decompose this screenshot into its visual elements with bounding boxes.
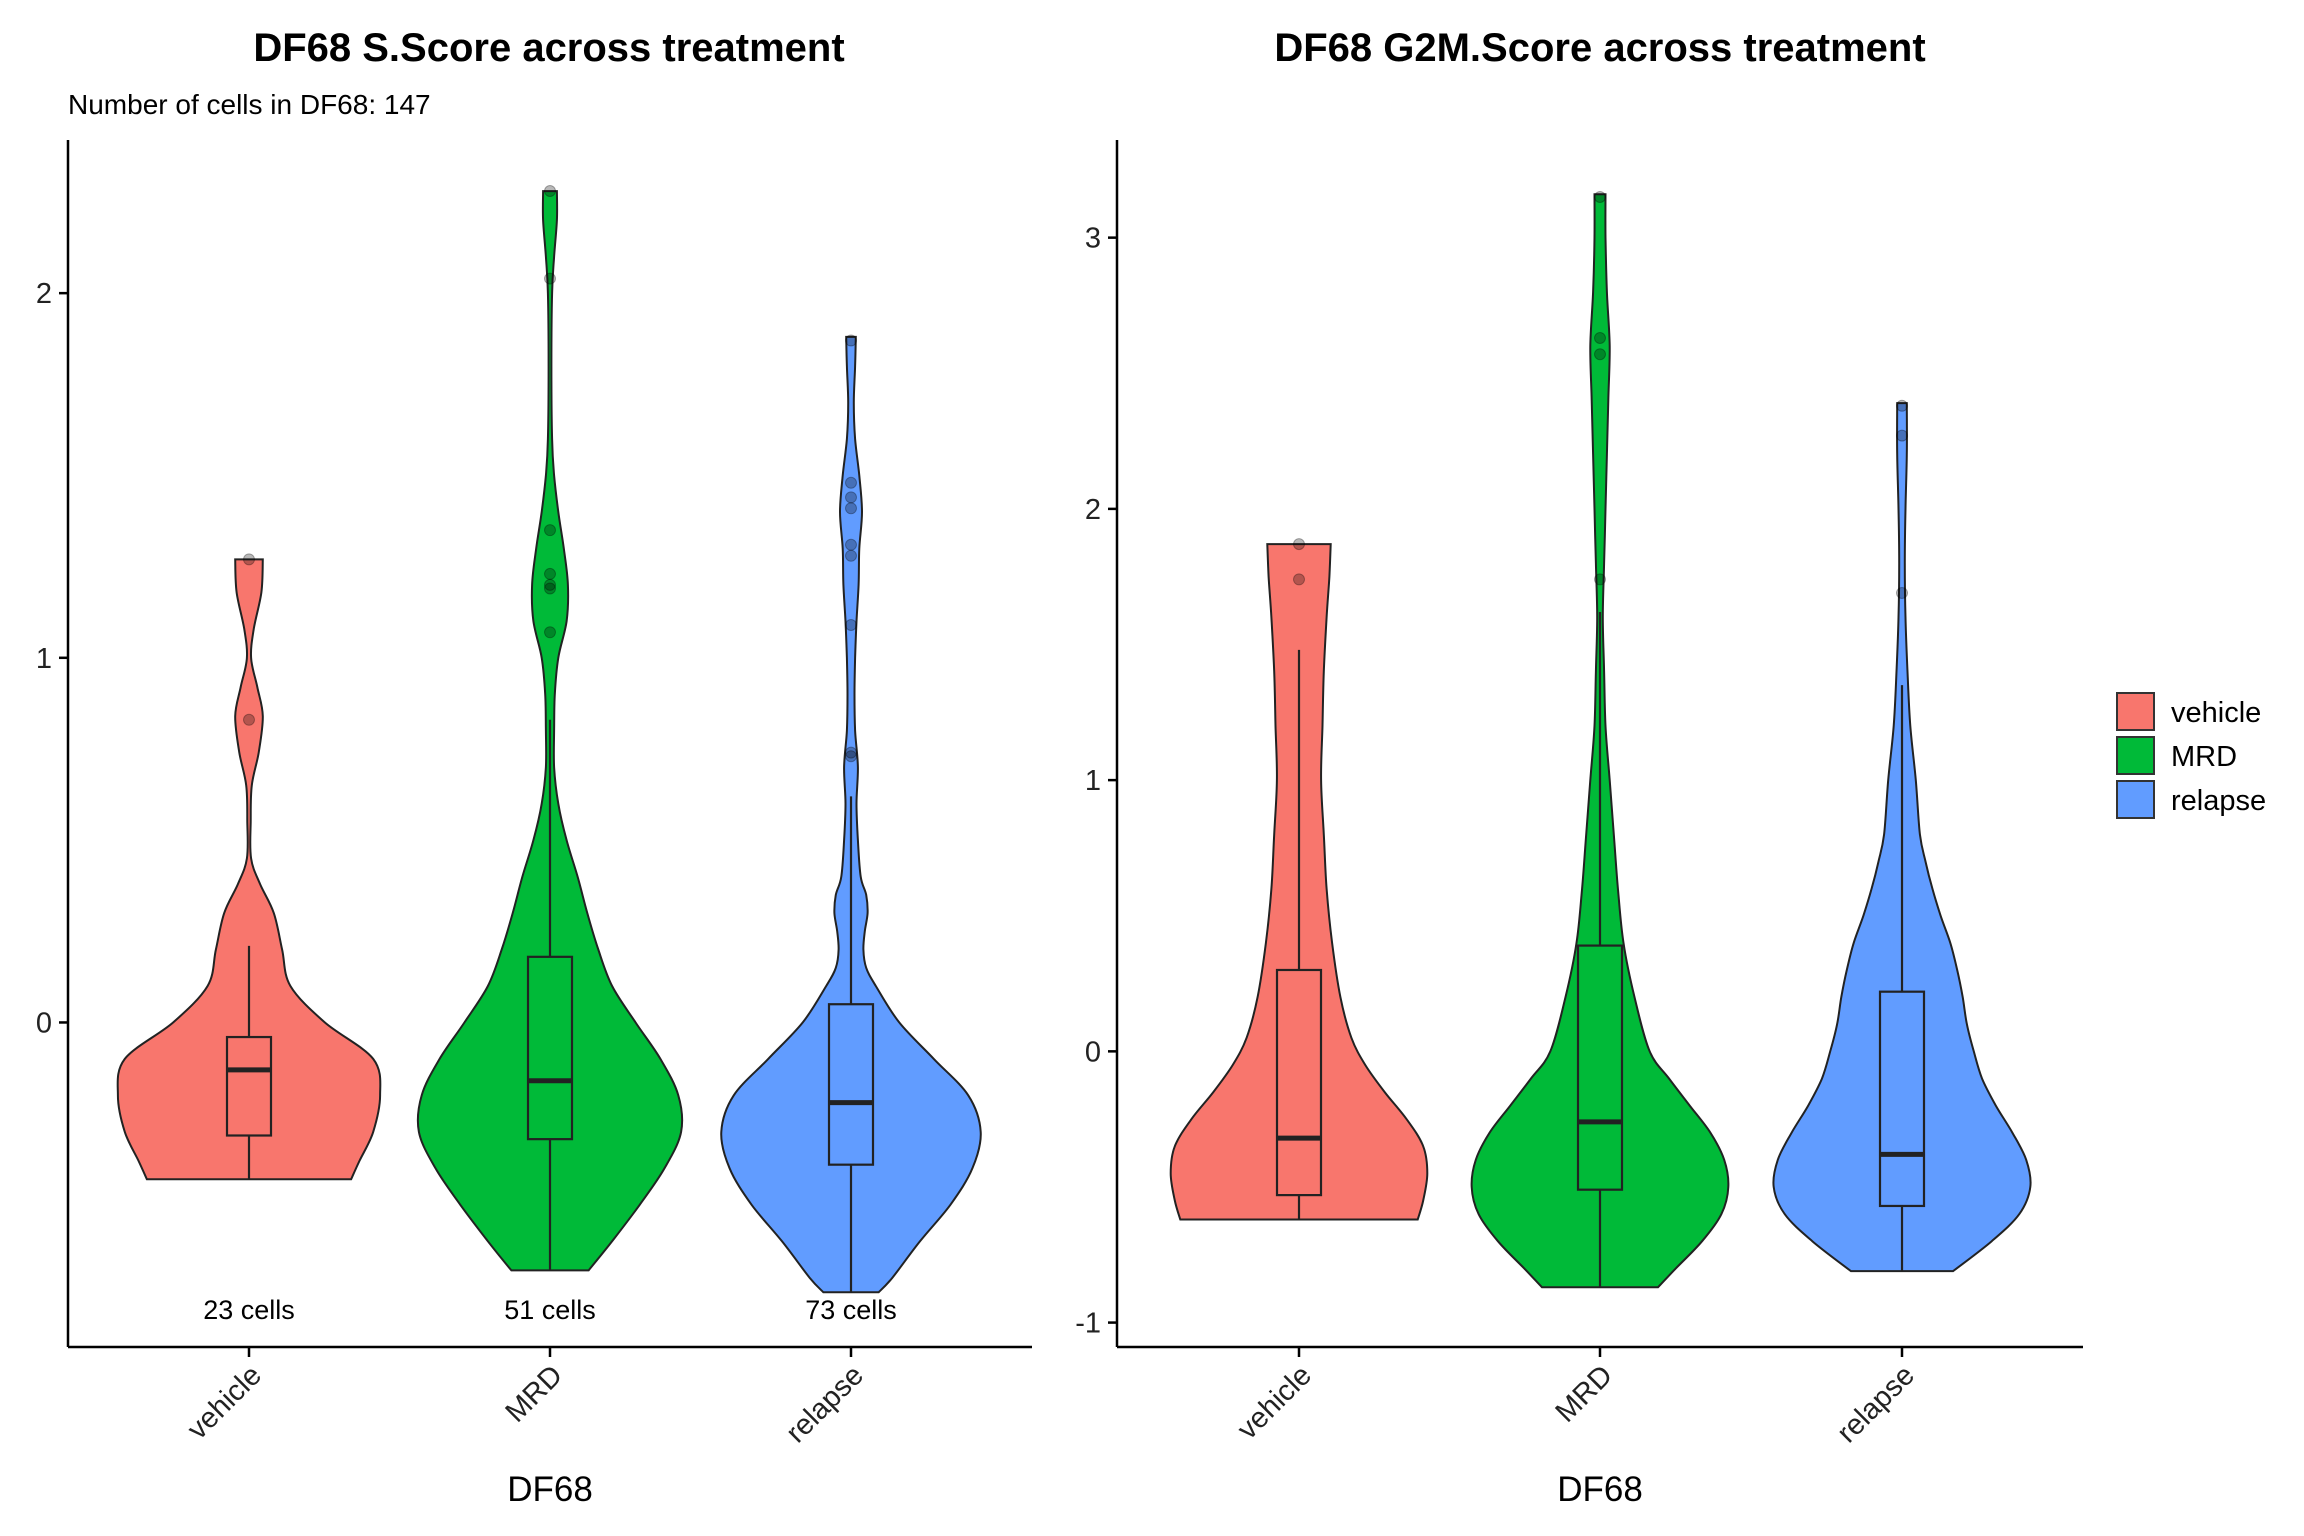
s-score-x-tick-label-vehicle: vehicle (181, 1359, 267, 1445)
s-score-point-vehicle (243, 553, 255, 566)
g2m-score-y-tick-label: -1 (1075, 1308, 1101, 1340)
s-score-panel: DF68 S.Score across treatment Number of … (36, 26, 1032, 1509)
g2m-score-box-vehicle (1275, 968, 1323, 1197)
g2m-score-plot-area: -1 0 1 2 3 vehicle MRD relapse (1075, 140, 2083, 1449)
s-score-box-relapse (827, 1003, 875, 1166)
legend: vehicle MRD relapse (2116, 692, 2266, 819)
g2m-score-point-vehicle (1293, 573, 1305, 586)
s-score-point-mrd (544, 582, 556, 595)
g2m-score-y-tick-label: 2 (1085, 494, 1101, 526)
s-score-point-relapse (845, 538, 857, 551)
s-score-x-tick-label-mrd: MRD (500, 1359, 569, 1428)
g2m-score-point-relapse (1896, 399, 1908, 412)
s-score-point-relapse (845, 549, 857, 562)
g2m-score-point-relapse (1896, 586, 1908, 599)
g2m-score-box-mrd (1576, 944, 1624, 1191)
s-score-title: DF68 S.Score across treatment (253, 26, 844, 70)
g2m-score-title: DF68 G2M.Score across treatment (1274, 26, 1925, 70)
s-score-point-mrd (544, 578, 556, 591)
s-score-plot-area: 0 1 2 vehicle 23 cells MRD 51 cells relapse 73 c… (36, 140, 1032, 1449)
s-score-y-tick-label: 0 (36, 1007, 52, 1039)
g2m-score-point-relapse (1896, 429, 1908, 442)
g2m-score-y-tick-label: 3 (1085, 223, 1101, 255)
s-score-point-mrd (544, 567, 556, 580)
g2m-score-y-tick-label: 0 (1085, 1036, 1101, 1068)
legend-key-vehicle (2116, 692, 2155, 731)
s-score-y-tick-label: 2 (36, 278, 52, 310)
s-score-point-relapse (845, 502, 857, 515)
s-score-point-relapse (845, 750, 857, 763)
s-score-x-tick-label-relapse: relapse (780, 1359, 870, 1449)
g2m-score-point-mrd (1594, 573, 1606, 586)
s-score-point-relapse (845, 618, 857, 631)
legend-label-mrd: MRD (2171, 741, 2237, 773)
g2m-score-y-tick-label: 1 (1085, 765, 1101, 797)
legend-key-relapse (2116, 780, 2155, 819)
g2m-score-x-tick-label-mrd: MRD (1550, 1359, 1619, 1428)
s-score-count-label-vehicle: 23 cells (203, 1295, 295, 1325)
g2m-score-point-mrd (1594, 332, 1606, 345)
s-score-point-mrd (544, 524, 556, 537)
s-score-point-relapse (845, 491, 857, 504)
s-score-box-vehicle (225, 1035, 273, 1137)
s-score-point-mrd (544, 272, 556, 285)
legend-label-relapse: relapse (2171, 785, 2266, 817)
g2m-score-point-mrd (1594, 190, 1606, 203)
legend-label-vehicle: vehicle (2171, 697, 2261, 729)
s-score-point-relapse (845, 746, 857, 759)
s-score-count-label-mrd: 51 cells (504, 1295, 596, 1325)
s-score-point-mrd (544, 626, 556, 639)
s-score-count-label-relapse: 73 cells (805, 1295, 897, 1325)
s-score-violin-vehicle (116, 558, 382, 1181)
s-score-point-relapse (845, 334, 857, 347)
s-score-point-vehicle (243, 713, 255, 726)
s-score-point-relapse (845, 476, 857, 489)
s-score-subtitle: Number of cells in DF68: 147 (68, 89, 431, 120)
g2m-score-x-axis-title: DF68 (1557, 1470, 1643, 1509)
s-score-point-mrd (544, 185, 556, 198)
legend-key-mrd (2116, 736, 2155, 775)
g2m-score-point-vehicle (1293, 538, 1305, 551)
s-score-y-tick-label: 1 (36, 643, 52, 675)
g2m-score-x-tick-label-vehicle: vehicle (1231, 1359, 1317, 1445)
g2m-score-panel: DF68 G2M.Score across treatment -1 0 1 2 3 ve… (1075, 26, 2083, 1509)
s-score-x-axis-title: DF68 (507, 1470, 593, 1509)
g2m-score-box-relapse (1878, 990, 1926, 1208)
s-score-box-mrd (526, 955, 574, 1141)
g2m-score-x-tick-label-relapse: relapse (1831, 1359, 1921, 1449)
g2m-score-point-mrd (1594, 348, 1606, 361)
